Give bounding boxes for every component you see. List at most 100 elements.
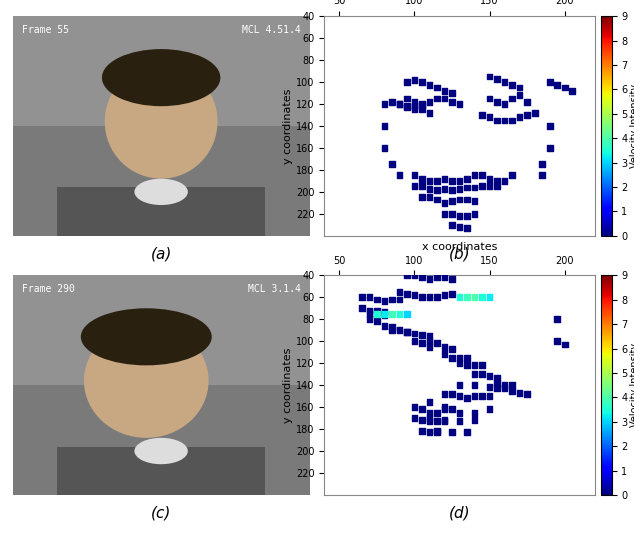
Point (424, 176, 434, 185)
Point (417, 100, 427, 108)
Point (462, 293, 472, 302)
Point (417, 174, 427, 183)
Y-axis label: y coordinates: y coordinates (283, 88, 294, 164)
Point (455, 392, 465, 400)
Point (417, 293, 427, 302)
FancyBboxPatch shape (57, 187, 265, 236)
Point (469, 171, 479, 180)
Point (439, 403, 450, 412)
Point (552, 337, 562, 345)
Point (447, 345, 457, 353)
Point (469, 370, 479, 378)
Point (507, 171, 517, 180)
FancyBboxPatch shape (13, 16, 309, 126)
Point (484, 72, 495, 81)
Point (372, 309, 382, 318)
Point (410, 97, 420, 106)
Point (394, 295, 404, 304)
Ellipse shape (134, 179, 188, 205)
Point (455, 353, 465, 362)
Point (432, 94, 442, 103)
Point (402, 102, 412, 110)
Point (424, 417, 434, 426)
Point (410, 182, 420, 190)
Point (545, 77, 555, 86)
Point (394, 100, 404, 108)
Point (484, 174, 495, 183)
Point (387, 309, 397, 318)
Point (394, 326, 404, 335)
Point (417, 101, 427, 109)
Point (379, 144, 389, 152)
Point (379, 296, 389, 305)
Point (477, 293, 487, 302)
Point (439, 291, 450, 299)
Point (462, 428, 472, 437)
Point (417, 416, 427, 424)
Point (560, 340, 570, 349)
Point (560, 83, 570, 92)
Ellipse shape (102, 49, 221, 106)
Point (365, 315, 375, 323)
Point (417, 77, 427, 86)
Point (379, 307, 389, 316)
Point (469, 381, 479, 390)
Point (365, 309, 375, 318)
Point (379, 310, 389, 319)
Point (545, 144, 555, 152)
Point (455, 195, 465, 204)
Point (492, 182, 502, 190)
Point (387, 97, 397, 106)
Point (432, 293, 442, 302)
Point (500, 176, 510, 185)
Point (424, 97, 434, 106)
Point (372, 309, 382, 318)
Point (424, 81, 434, 90)
Point (387, 326, 397, 335)
Text: (d): (d) (449, 506, 470, 521)
Point (410, 329, 420, 338)
Point (439, 416, 450, 424)
Point (410, 102, 420, 110)
Point (379, 100, 389, 108)
Point (462, 394, 472, 402)
Point (394, 171, 404, 180)
Point (455, 184, 465, 193)
Point (462, 353, 472, 362)
Point (372, 317, 382, 325)
Point (500, 381, 510, 390)
Point (522, 111, 532, 119)
Point (507, 116, 517, 125)
Point (439, 184, 450, 193)
Point (417, 330, 427, 339)
Point (507, 381, 517, 390)
Point (447, 89, 457, 97)
Point (484, 94, 495, 103)
Point (432, 428, 442, 437)
Y-axis label: Velocity Intensity: Velocity Intensity (630, 84, 634, 168)
Point (507, 81, 517, 90)
Point (402, 328, 412, 337)
Point (447, 289, 457, 298)
Point (462, 195, 472, 204)
Point (484, 372, 495, 381)
Point (417, 273, 427, 282)
Point (402, 271, 412, 280)
Point (522, 97, 532, 106)
Point (447, 97, 457, 106)
Point (432, 417, 442, 426)
Point (447, 209, 457, 218)
FancyBboxPatch shape (13, 275, 309, 495)
Point (394, 287, 404, 296)
Point (537, 171, 547, 180)
Text: (a): (a) (150, 247, 172, 262)
Point (447, 353, 457, 362)
Point (365, 293, 375, 302)
Point (424, 397, 434, 406)
Point (484, 405, 495, 414)
Point (492, 116, 502, 125)
Point (500, 77, 510, 86)
Point (439, 342, 450, 351)
Text: (c): (c) (151, 506, 171, 521)
Point (417, 339, 427, 348)
